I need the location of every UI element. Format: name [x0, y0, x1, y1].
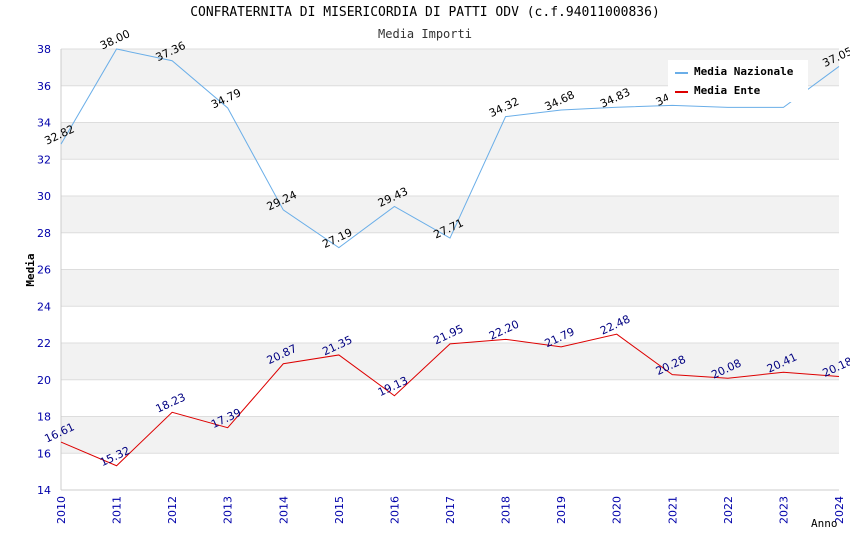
x-tick-label: 2022 — [722, 496, 735, 524]
y-tick-label: 38 — [37, 43, 51, 56]
y-tick-label: 18 — [37, 411, 51, 424]
y-tick-label: 30 — [37, 190, 51, 203]
y-tick-label: 16 — [37, 447, 51, 460]
y-tick-label: 26 — [37, 264, 51, 277]
y-axis-ticks: 14 16 18 20 22 24 26 28 30 32 34 36 38 — [37, 43, 51, 497]
x-tick-label: 2024 — [833, 496, 846, 524]
data-label: 18.23 — [154, 391, 188, 416]
x-axis-title: Anno — [811, 517, 838, 530]
data-label: 34.79 — [209, 86, 243, 111]
chart-title: CONFRATERNITA DI MISERICORDIA DI PATTI O… — [190, 5, 660, 20]
grid-bands — [60, 48, 839, 491]
x-tick-label: 2019 — [555, 496, 568, 524]
grid-band — [61, 416, 839, 454]
x-tick-label: 2017 — [444, 496, 457, 524]
x-tick-label: 2012 — [166, 496, 179, 524]
x-tick-label: 2011 — [111, 496, 124, 524]
x-tick-label: 2015 — [333, 496, 346, 524]
legend-label-nazionale: Media Nazionale — [694, 65, 794, 78]
x-tick-label: 2013 — [222, 496, 235, 524]
legend: Media Nazionale Media Ente — [668, 60, 808, 102]
x-tick-label: 2018 — [500, 496, 513, 524]
y-tick-label: 36 — [37, 80, 51, 93]
data-label: 34.32 — [487, 95, 521, 120]
legend-label-ente: Media Ente — [694, 84, 761, 97]
grid-band — [61, 122, 839, 160]
y-tick-label: 22 — [37, 337, 51, 350]
x-tick-label: 2023 — [777, 496, 790, 524]
legend-box — [668, 60, 808, 102]
data-label: 22.48 — [598, 312, 632, 337]
x-tick-label: 2020 — [611, 496, 624, 524]
y-axis-title: Media — [24, 253, 37, 286]
grid-band — [61, 343, 839, 380]
x-tick-label: 2014 — [277, 496, 290, 524]
grid-band — [61, 196, 839, 233]
data-label: 22.20 — [487, 318, 521, 343]
series-lines — [60, 48, 840, 467]
grid-band — [61, 269, 839, 307]
y-tick-label: 24 — [37, 300, 51, 313]
y-tick-label: 32 — [37, 153, 51, 166]
y-tick-label: 28 — [37, 227, 51, 240]
x-tick-label: 2016 — [388, 496, 401, 524]
y-tick-label: 14 — [37, 484, 51, 497]
x-axis-ticks: 2010 2011 2012 2013 2014 2015 2016 2017 2018 2019… — [55, 496, 846, 524]
chart-subtitle: Media Importi — [378, 27, 472, 41]
x-tick-label: 2021 — [666, 496, 679, 524]
x-tick-label: 2010 — [55, 496, 68, 524]
y-tick-label: 20 — [37, 374, 51, 387]
y-tick-label: 34 — [37, 117, 51, 130]
